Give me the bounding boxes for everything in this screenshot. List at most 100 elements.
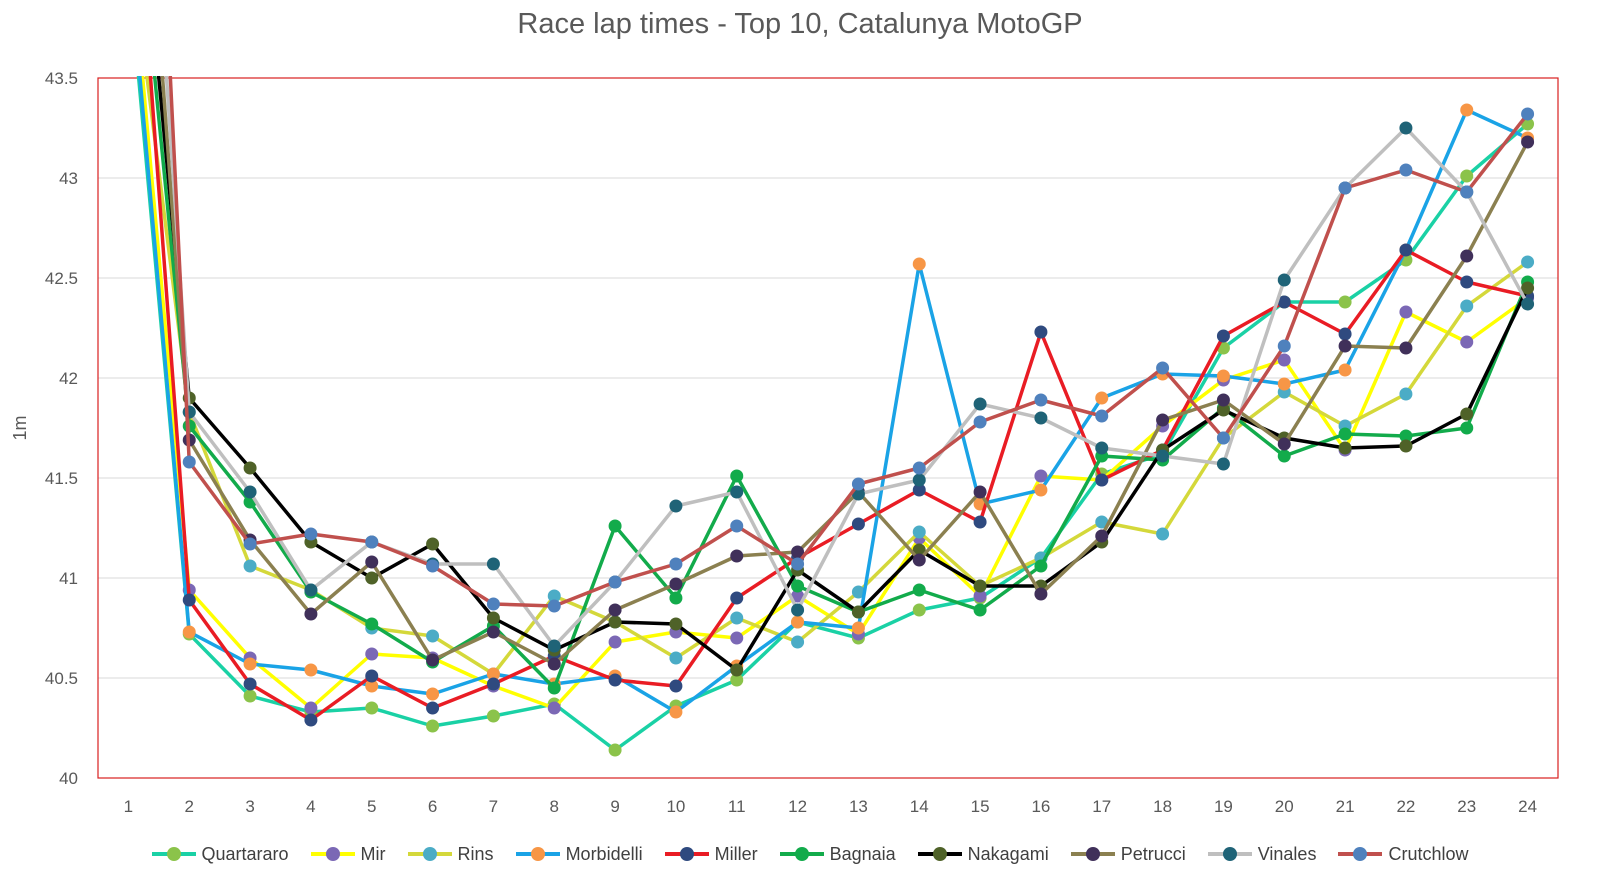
data-point xyxy=(547,599,561,613)
plot-border xyxy=(97,77,1559,779)
data-point xyxy=(1460,407,1474,421)
data-point xyxy=(973,415,987,429)
legend-marker xyxy=(794,847,809,861)
data-point xyxy=(486,709,500,723)
data-point xyxy=(1156,527,1170,541)
x-tick-label: 23 xyxy=(1457,797,1476,816)
data-point xyxy=(1277,339,1291,353)
data-point xyxy=(1034,587,1048,601)
legend-marker xyxy=(1085,847,1100,861)
data-point xyxy=(486,611,500,625)
legend-label: Mir xyxy=(360,843,386,864)
legend-item: Bagnaia xyxy=(779,843,896,865)
data-point xyxy=(426,687,440,701)
data-point xyxy=(182,593,196,607)
series-line xyxy=(168,76,1529,608)
y-tick-label: 42 xyxy=(59,369,78,388)
x-tick-label: 5 xyxy=(367,797,376,816)
data-point xyxy=(973,485,987,499)
series-quartararo xyxy=(136,76,1535,757)
legend-label: Rins xyxy=(457,843,494,864)
x-tick-label: 14 xyxy=(910,797,929,816)
data-point xyxy=(608,635,622,649)
legend-label: Crutchlow xyxy=(1388,843,1469,864)
legend-label: Bagnaia xyxy=(829,843,896,864)
data-point xyxy=(243,689,257,703)
data-point xyxy=(669,577,683,591)
data-point xyxy=(426,559,440,573)
data-point xyxy=(1399,163,1413,177)
data-point xyxy=(608,615,622,629)
data-point xyxy=(1521,107,1535,121)
data-point xyxy=(912,525,926,539)
data-point xyxy=(1521,135,1535,149)
data-point xyxy=(1399,439,1413,453)
data-point xyxy=(973,589,987,603)
data-point xyxy=(973,397,987,411)
data-point xyxy=(1521,281,1535,295)
data-point xyxy=(912,603,926,617)
x-tick-label: 7 xyxy=(489,797,498,816)
x-tick-label: 16 xyxy=(1031,797,1050,816)
legend-item: Vinales xyxy=(1207,844,1316,865)
data-point xyxy=(1399,387,1413,401)
data-point xyxy=(1338,181,1352,195)
data-point xyxy=(1399,305,1413,319)
data-point xyxy=(1156,413,1170,427)
data-point xyxy=(912,553,926,567)
data-point xyxy=(1338,427,1352,441)
data-point xyxy=(1277,353,1291,367)
data-point xyxy=(730,591,744,605)
data-point xyxy=(365,617,379,631)
legend-item: Quartararo xyxy=(151,844,289,865)
data-point xyxy=(486,625,500,639)
y-tick-label: 42.5 xyxy=(45,269,78,288)
legend-item: Petrucci xyxy=(1070,844,1186,865)
x-tick-label: 17 xyxy=(1092,797,1111,816)
data-point xyxy=(1216,329,1230,343)
x-tick-label: 21 xyxy=(1336,797,1355,816)
data-point xyxy=(182,625,196,639)
data-point xyxy=(912,257,926,271)
legend-marker xyxy=(166,847,181,861)
series-mir xyxy=(140,76,1535,715)
data-point xyxy=(1460,299,1474,313)
y-tick-label: 41 xyxy=(59,569,78,588)
x-tick-label: 11 xyxy=(728,797,746,816)
data-point xyxy=(912,543,926,557)
data-point xyxy=(791,603,805,617)
data-point xyxy=(1156,449,1170,463)
data-point xyxy=(1460,249,1474,263)
legend-item: Mir xyxy=(310,843,386,865)
legend-marker xyxy=(1353,847,1368,861)
series-petrucci xyxy=(160,76,1535,671)
data-point xyxy=(608,575,622,589)
legend-swatch xyxy=(515,847,560,861)
data-point xyxy=(730,673,744,687)
legend-swatch xyxy=(664,847,709,861)
data-point xyxy=(1399,121,1413,135)
legend-marker xyxy=(1222,847,1237,861)
series-line xyxy=(145,76,1529,676)
data-point xyxy=(669,705,683,719)
data-point xyxy=(243,677,257,691)
data-point xyxy=(851,621,865,635)
series-line xyxy=(148,76,1528,722)
data-point xyxy=(1399,429,1413,443)
legend-item: Morbidelli xyxy=(515,844,643,865)
data-point xyxy=(1034,393,1048,407)
data-point xyxy=(304,583,318,597)
x-tick-label: 9 xyxy=(610,797,619,816)
data-point xyxy=(1399,341,1413,355)
data-point xyxy=(1277,449,1291,463)
data-point xyxy=(547,589,561,603)
data-point xyxy=(1095,473,1109,487)
data-point xyxy=(912,583,926,597)
data-point xyxy=(1460,335,1474,349)
series-line xyxy=(156,76,1530,672)
data-point xyxy=(730,485,744,499)
data-point xyxy=(669,557,683,571)
data-point xyxy=(791,557,805,571)
data-point xyxy=(730,469,744,483)
data-point xyxy=(791,615,805,629)
